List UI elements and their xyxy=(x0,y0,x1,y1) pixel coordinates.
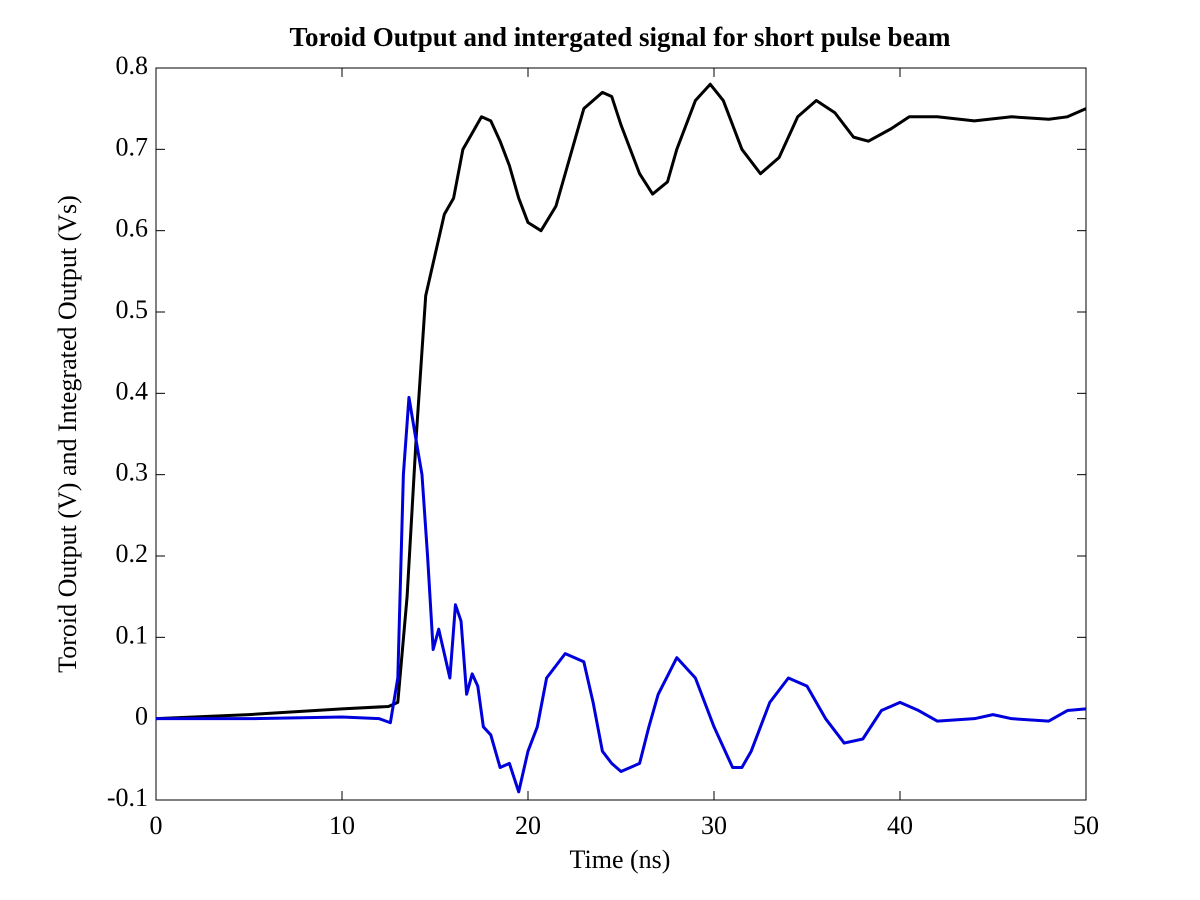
y-axis-label: Toroid Output (V) and Integrated Output … xyxy=(53,195,82,673)
data-line xyxy=(156,395,1087,794)
plot-frame xyxy=(155,67,1087,801)
y-tick-label: -0.1 xyxy=(107,783,148,812)
y-tick-label: 0.3 xyxy=(116,458,149,487)
y-tick-label: 0.7 xyxy=(116,132,149,161)
x-axis-label: Time (ns) xyxy=(570,845,671,874)
y-tick-label: 0.8 xyxy=(116,51,149,80)
y-tick-label: 0.1 xyxy=(116,620,149,649)
y-tick-label: 0.6 xyxy=(116,214,149,243)
y-tick-label: 0 xyxy=(135,702,148,731)
x-tick-label: 30 xyxy=(701,811,727,840)
x-tick-label: 40 xyxy=(887,811,913,840)
x-tick-label: 10 xyxy=(329,811,355,840)
y-tick-label: 0.5 xyxy=(116,295,149,324)
y-tick-label: 0.4 xyxy=(116,376,149,405)
y-tick-label: 0.2 xyxy=(116,539,149,568)
chart-title: Toroid Output and intergated signal for … xyxy=(289,22,951,52)
data-line xyxy=(155,82,1087,721)
x-tick-label: 20 xyxy=(515,811,541,840)
x-tick-label: 0 xyxy=(150,811,163,840)
x-tick-label: 50 xyxy=(1073,811,1099,840)
